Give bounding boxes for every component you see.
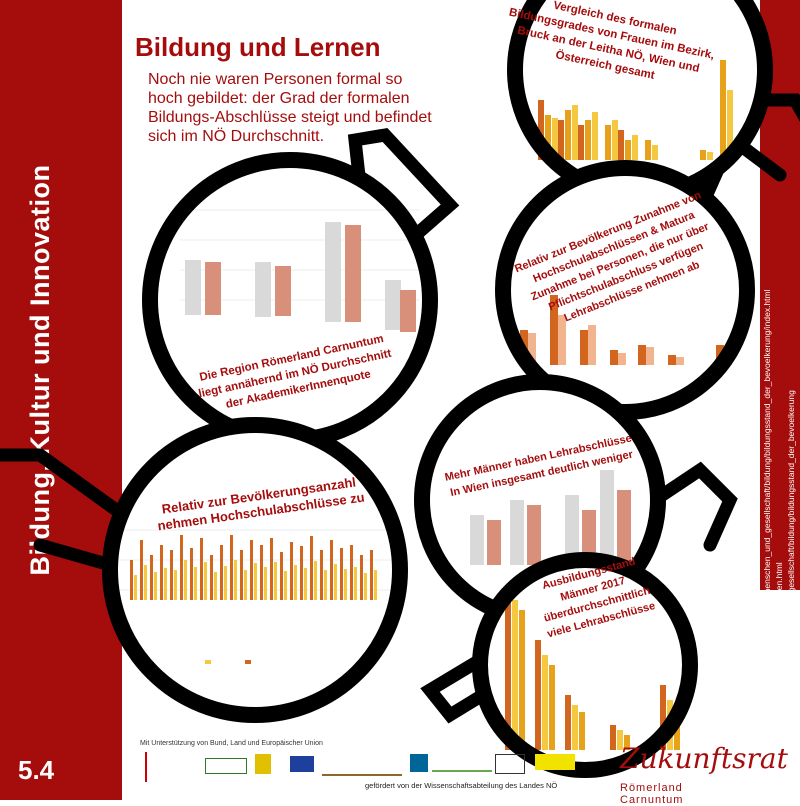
lens4-bars-2011 — [130, 535, 373, 600]
noe-logo — [255, 754, 271, 774]
lens4-chart — [110, 425, 400, 715]
tu-wien-logo — [410, 754, 428, 772]
zukunftsrat-subtitle: Römerland Carnuntum — [620, 782, 684, 806]
lens4-bars-2001 — [134, 560, 377, 600]
roemerland-logo — [322, 754, 402, 776]
intro-text: Noch nie waren Personen formal so hoch g… — [148, 71, 432, 145]
page-title: Bildung und Lernen — [135, 32, 381, 62]
handle-lens5 — [648, 461, 738, 552]
lens2-chart — [150, 160, 430, 440]
zukunftsrat-title: Zukunftsrat — [620, 742, 788, 775]
sponsor-logos: Mit Unterstützung von Bund, Land und Eur… — [140, 740, 580, 800]
right-corner-white — [740, 590, 800, 800]
chapter-number: 5.4 — [18, 755, 55, 785]
ministry-logo — [145, 752, 192, 782]
lens1-chart — [515, 0, 765, 195]
sources-block: Quellen: https://www.statistik.at/web_de… — [758, 290, 798, 790]
source-line-1[interactable]: Quellen: https://www.statistik.at/web_de… — [762, 289, 772, 789]
source-line-3[interactable]: www.statistik.at/web_de/statistiken/mens… — [786, 390, 796, 788]
wissenschaft-logo — [535, 754, 575, 770]
support-text: Mit Unterstützung von Bund, Land und Eur… — [140, 740, 323, 747]
funded-by-text: gefördert von der Wissenschaftsabteilung… — [365, 781, 558, 790]
left-sidebar: Bildung, Kultur und Innovation 5.4 — [0, 0, 122, 800]
noe-regional-logo — [432, 756, 492, 772]
leader-logo — [205, 758, 247, 774]
partner-logo — [495, 754, 525, 774]
zukunftsrat-logo: Zukunftsrat Römerland Carnuntum — [610, 738, 788, 806]
eu-flag-icon — [290, 756, 314, 772]
